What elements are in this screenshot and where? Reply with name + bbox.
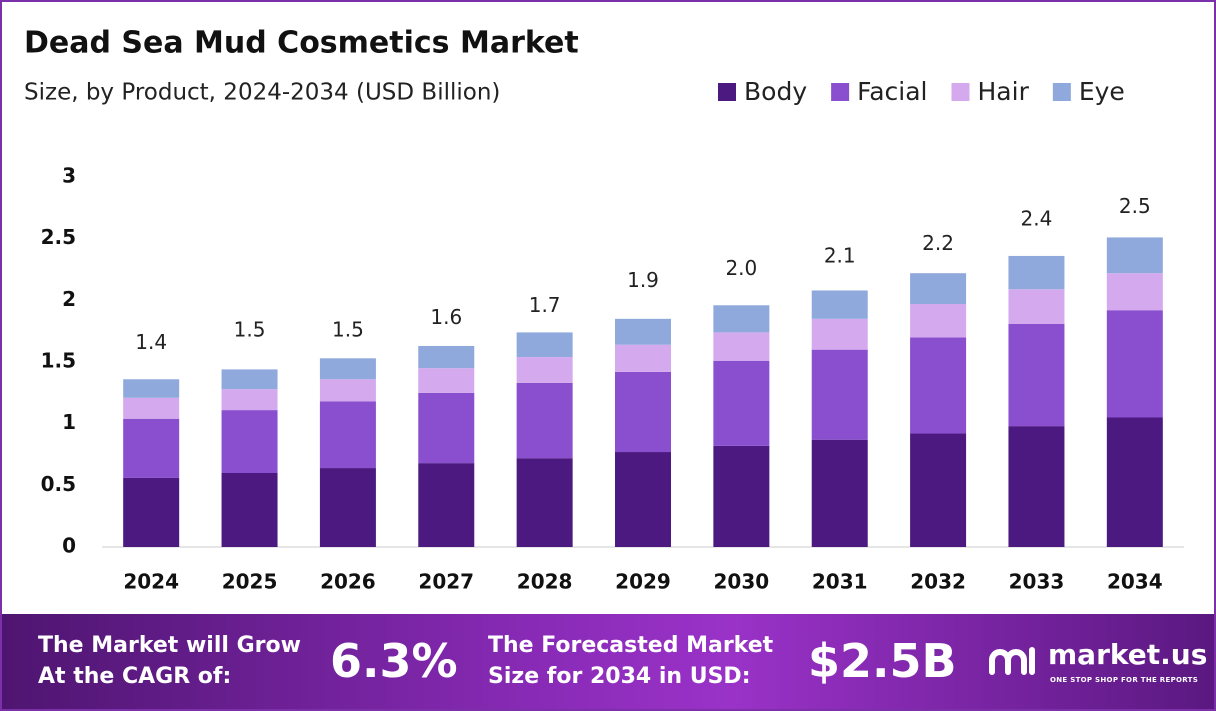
y-tick-label: 1.5 <box>41 349 76 373</box>
x-tick-label: 2027 <box>418 570 474 594</box>
bar-segment <box>418 368 475 393</box>
bar-segment <box>713 305 770 333</box>
bar-segment <box>1008 289 1065 324</box>
bar-segment <box>123 418 180 478</box>
x-tick-label: 2029 <box>615 570 671 594</box>
total-label: 1.9 <box>627 268 659 292</box>
bar-segment <box>418 463 475 547</box>
bar-segment <box>615 452 671 547</box>
y-tick-label: 2.5 <box>41 225 76 249</box>
legend-label: Facial <box>857 77 927 106</box>
bar-segment <box>910 273 967 305</box>
bar-segment <box>713 445 770 547</box>
legend-label: Body <box>744 77 807 106</box>
footer: The Market will Grow At the CAGR of: 6.3… <box>2 614 1214 709</box>
bar-segment <box>516 332 573 358</box>
total-label: 2.4 <box>1021 207 1053 231</box>
bar-segment <box>910 337 967 434</box>
x-tick-label: 2032 <box>910 570 966 594</box>
bar-segment <box>123 379 180 398</box>
brand: market.us <box>1048 638 1208 671</box>
bar-segment <box>910 433 967 547</box>
bar-segment <box>811 318 868 350</box>
legend-swatch <box>718 83 736 101</box>
bar-segment <box>123 477 180 547</box>
bar-segment <box>319 379 376 402</box>
bar-segment <box>1106 417 1163 547</box>
legend-label: Hair <box>978 77 1030 106</box>
bar-segment <box>516 357 573 383</box>
bar-segment <box>811 290 868 319</box>
bar-segment <box>615 371 671 453</box>
bar-segment <box>418 345 475 369</box>
bar-segment <box>713 360 770 446</box>
forecast-value: $2.5B <box>808 634 957 688</box>
total-label: 1.5 <box>332 318 364 342</box>
bar-segment <box>1008 426 1065 547</box>
forecast-line: The Forecasted Market <box>488 633 774 658</box>
x-tick-label: 2024 <box>123 570 179 594</box>
x-tick-label: 2025 <box>222 570 278 594</box>
bar-segment <box>910 304 967 338</box>
total-label: 1.6 <box>430 305 462 329</box>
x-tick-label: 2034 <box>1107 570 1163 594</box>
forecast-line: Size for 2034 in USD: <box>488 664 751 689</box>
chart-subtitle: Size, by Product, 2024-2034 (USD Billion… <box>24 80 500 106</box>
y-tick-label: 0 <box>62 534 76 558</box>
tagline: ONE STOP SHOP FOR THE REPORTS <box>1050 676 1199 684</box>
total-label: 2.2 <box>922 231 954 255</box>
total-label: 2.0 <box>725 256 757 280</box>
brand-logo <box>989 647 1035 675</box>
x-tick-label: 2030 <box>714 570 770 594</box>
bar-segment <box>319 401 376 469</box>
total-label: 2.5 <box>1119 194 1151 218</box>
bar-segment <box>516 382 573 459</box>
total-label: 2.1 <box>824 244 856 268</box>
bar-segment <box>418 392 475 464</box>
bar-segment <box>1008 323 1065 427</box>
chart-title: Dead Sea Mud Cosmetics Market <box>24 26 579 61</box>
x-tick-label: 2028 <box>517 570 573 594</box>
total-label: 1.5 <box>234 318 266 342</box>
y-tick-label: 1 <box>62 410 76 434</box>
bar-segment <box>319 468 376 547</box>
x-tick-label: 2026 <box>320 570 376 594</box>
cagr-text: The Market will Grow At the CAGR of: <box>38 630 301 692</box>
y-tick-label: 2 <box>62 287 76 311</box>
bar-segment <box>615 344 671 372</box>
forecast-text: The Forecasted Market Size for 2034 in U… <box>488 630 773 692</box>
y-tick-label: 3 <box>62 164 76 188</box>
bar-segment <box>811 439 868 547</box>
legend-swatch <box>1052 83 1071 101</box>
bar-segment <box>713 332 770 361</box>
bar-segment <box>221 410 278 473</box>
bar-segment <box>221 473 278 547</box>
cagr-value: 6.3% <box>330 634 458 688</box>
legend-label: Eye <box>1079 77 1125 106</box>
bar-segment <box>811 349 868 440</box>
total-label: 1.4 <box>135 330 167 354</box>
bar-segment <box>319 358 376 380</box>
total-label: 1.7 <box>529 293 561 317</box>
bar-segment <box>221 389 278 411</box>
y-tick-label: 0.5 <box>41 472 76 496</box>
legend-swatch <box>951 83 970 101</box>
x-tick-label: 2033 <box>1009 570 1065 594</box>
bar-segment <box>221 369 278 390</box>
cagr-line: At the CAGR of: <box>38 664 232 689</box>
x-tick-label: 2031 <box>812 570 868 594</box>
chart: Dead Sea Mud Cosmetics Market Size, by P… <box>24 26 1184 594</box>
cagr-line: The Market will Grow <box>38 633 301 658</box>
bar-segment <box>1106 237 1163 274</box>
bar-segment <box>123 397 180 419</box>
bar-segment <box>516 458 573 547</box>
bar-segment <box>615 318 671 345</box>
bar-segment <box>1008 255 1065 290</box>
bar-segment <box>1106 310 1163 418</box>
bar-segment <box>1106 273 1163 311</box>
legend-swatch <box>831 83 850 101</box>
